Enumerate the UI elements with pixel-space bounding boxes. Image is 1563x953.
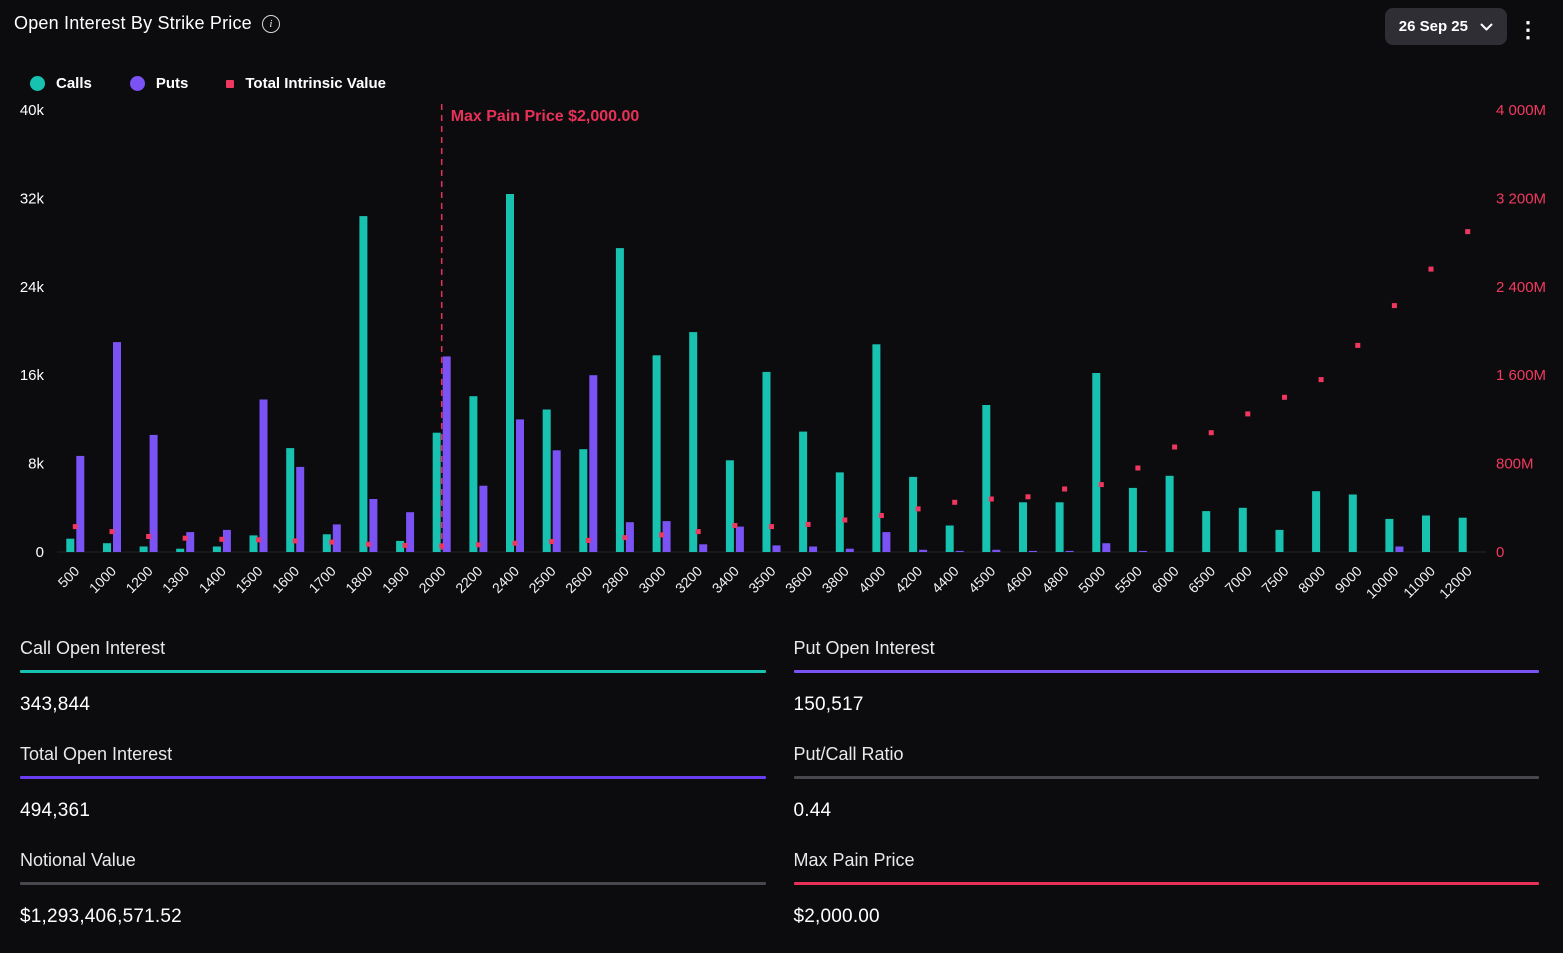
stat-value: 150,517 [793, 694, 864, 715]
stat-label: Max Pain Price [793, 850, 915, 870]
svg-text:1300: 1300 [159, 563, 192, 596]
svg-text:4800: 4800 [1038, 563, 1071, 596]
stat-value: 0.44 [793, 800, 832, 821]
svg-text:7000: 7000 [1222, 563, 1255, 596]
svg-text:1800: 1800 [342, 563, 375, 596]
legend-item-puts[interactable]: Puts [129, 75, 189, 92]
svg-text:1500: 1500 [232, 563, 265, 596]
svg-text:3600: 3600 [782, 563, 815, 596]
stat-call-open-interest: Call Open Interest 343,844 [20, 638, 766, 716]
stat-put-open-interest: Put Open Interest 150,517 [793, 638, 1539, 716]
stat-underline [20, 776, 766, 779]
info-icon[interactable]: i [261, 14, 280, 33]
svg-text:1700: 1700 [306, 563, 339, 596]
options-open-interest-dashboard: Open Interest By Strike Price i 26 Sep 2… [0, 0, 1563, 928]
open-interest-by-strike-chart[interactable]: 0 8k 16k 24k 32k 40k 0 800M 1 600M 2 400M 3 200M 4 … [0, 96, 1563, 624]
svg-text:9000: 9000 [1332, 563, 1365, 596]
title-wrap: Open Interest By Strike Price i [14, 8, 280, 34]
stat-put-call-ratio: Put/Call Ratio 0.44 [793, 744, 1539, 822]
svg-text:11000: 11000 [1400, 563, 1438, 601]
puts-swatch-icon [129, 76, 145, 91]
calls-swatch-icon [30, 76, 45, 91]
stat-label: Put Open Interest [793, 638, 935, 658]
chevron-down-icon [1480, 23, 1493, 30]
expiry-date-selector[interactable]: 26 Sep 25 [1384, 8, 1507, 45]
svg-text:1000: 1000 [86, 563, 119, 596]
expiry-date-label: 26 Sep 25 [1398, 18, 1468, 35]
svg-text:2000: 2000 [415, 563, 448, 596]
stat-notional-value: Notional Value $1,293,406,571.52 [20, 850, 766, 928]
svg-text:2200: 2200 [452, 563, 485, 596]
page-title: Open Interest By Strike Price [14, 13, 252, 33]
svg-text:2400: 2400 [489, 563, 522, 596]
svg-text:1200: 1200 [122, 563, 155, 596]
svg-text:4000: 4000 [855, 563, 888, 596]
svg-text:2 400M: 2 400M [1496, 279, 1546, 296]
svg-text:2500: 2500 [525, 563, 558, 596]
svg-text:6000: 6000 [1148, 563, 1181, 596]
svg-text:500: 500 [55, 563, 83, 591]
svg-text:16k: 16k [20, 367, 45, 384]
svg-text:6500: 6500 [1185, 563, 1218, 596]
svg-text:3500: 3500 [745, 563, 778, 596]
svg-text:5000: 5000 [1075, 563, 1108, 596]
svg-text:40k: 40k [20, 102, 45, 119]
svg-text:7500: 7500 [1258, 563, 1291, 596]
svg-text:2800: 2800 [599, 563, 632, 596]
svg-text:2600: 2600 [562, 563, 595, 596]
svg-text:4400: 4400 [928, 563, 961, 596]
legend-item-total-intrinsic-value[interactable]: Total Intrinsic Value [226, 75, 386, 92]
svg-text:8000: 8000 [1295, 563, 1328, 596]
svg-text:12000: 12000 [1436, 563, 1475, 602]
stat-label: Total Open Interest [20, 744, 173, 764]
stat-value: $2,000.00 [793, 906, 880, 927]
stat-label: Put/Call Ratio [793, 744, 904, 764]
stat-value: 494,361 [20, 800, 91, 821]
svg-text:1600: 1600 [269, 563, 302, 596]
svg-text:4 000M: 4 000M [1496, 102, 1546, 119]
stat-value: 343,844 [20, 694, 91, 715]
stat-underline [20, 670, 766, 673]
stat-label: Notional Value [20, 850, 136, 870]
svg-text:8k: 8k [28, 456, 44, 473]
svg-text:4500: 4500 [965, 563, 998, 596]
legend-label-puts: Puts [155, 75, 189, 92]
svg-text:1400: 1400 [196, 563, 229, 596]
svg-text:3800: 3800 [819, 563, 852, 596]
legend-label-calls: Calls [56, 75, 92, 92]
svg-text:1900: 1900 [379, 563, 412, 596]
svg-text:4200: 4200 [892, 563, 925, 596]
svg-text:1 600M: 1 600M [1496, 367, 1546, 384]
svg-text:0: 0 [1496, 544, 1504, 561]
stat-max-pain-price: Max Pain Price $2,000.00 [793, 850, 1539, 928]
stat-underline [793, 776, 1539, 779]
stat-total-open-interest: Total Open Interest 494,361 [20, 744, 766, 822]
svg-text:3 200M: 3 200M [1496, 190, 1546, 207]
svg-text:0: 0 [36, 544, 44, 561]
svg-text:3000: 3000 [635, 563, 668, 596]
svg-text:10000: 10000 [1363, 563, 1402, 602]
stat-underline [20, 882, 766, 885]
stats-grid: Call Open Interest 343,844 Put Open Inte… [0, 624, 1563, 928]
svg-text:5500: 5500 [1112, 563, 1145, 596]
header: Open Interest By Strike Price i 26 Sep 2… [0, 0, 1563, 45]
legend-label-total-intrinsic-value: Total Intrinsic Value [245, 75, 386, 92]
svg-text:4600: 4600 [1002, 563, 1035, 596]
kebab-menu-button[interactable]: ⋮ [1515, 13, 1545, 41]
svg-text:800M: 800M [1496, 456, 1534, 473]
chart-legend: Calls Puts Total Intrinsic Value [0, 45, 1563, 92]
stat-underline [793, 670, 1539, 673]
header-controls: 26 Sep 25 ⋮ [1384, 8, 1545, 45]
stat-label: Call Open Interest [20, 638, 166, 658]
svg-text:24k: 24k [20, 279, 45, 296]
total-intrinsic-value-swatch-icon [226, 79, 235, 88]
svg-text:3400: 3400 [709, 563, 742, 596]
svg-text:32k: 32k [20, 190, 45, 207]
legend-item-calls[interactable]: Calls [30, 75, 92, 92]
svg-text:Max Pain Price $2,000.00: Max Pain Price $2,000.00 [451, 108, 640, 125]
svg-text:3200: 3200 [672, 563, 705, 596]
stat-value: $1,293,406,571.52 [20, 906, 182, 927]
stat-underline [793, 882, 1539, 885]
